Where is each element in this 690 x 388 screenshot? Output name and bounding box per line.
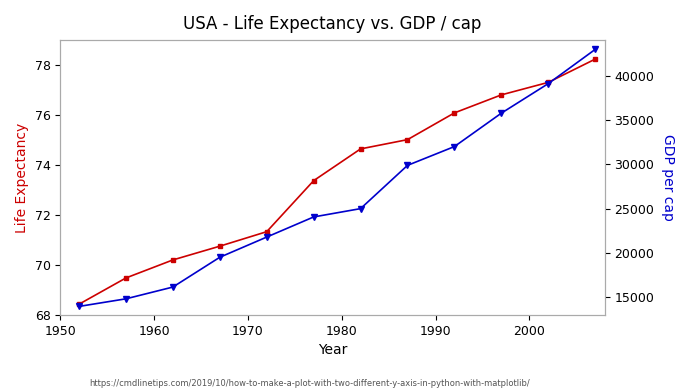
Title: USA - Life Expectancy vs. GDP / cap: USA - Life Expectancy vs. GDP / cap xyxy=(184,15,482,33)
X-axis label: Year: Year xyxy=(317,343,347,357)
Y-axis label: Life Expectancy: Life Expectancy xyxy=(15,123,29,233)
Text: https://cmdlinetips.com/2019/10/how-to-make-a-plot-with-two-different-y-axis-in-: https://cmdlinetips.com/2019/10/how-to-m… xyxy=(90,379,531,388)
Y-axis label: GDP per cap: GDP per cap xyxy=(661,134,675,221)
